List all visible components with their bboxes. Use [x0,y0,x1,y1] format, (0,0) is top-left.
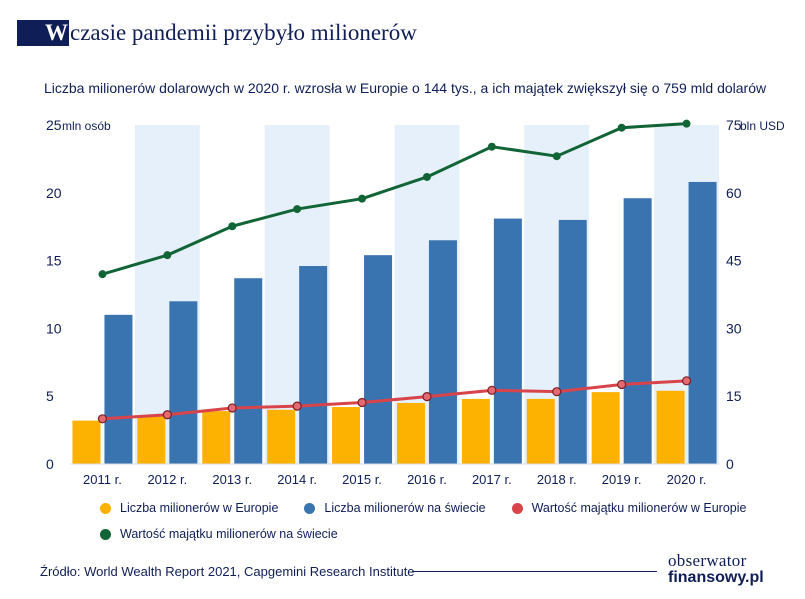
bar-europe-5 [396,402,425,464]
right-tick-label-15: 15 [726,388,742,404]
bar-europe-4 [332,407,361,464]
point-europe-wealth-8 [617,379,627,390]
right-tick-label-30: 30 [726,320,742,336]
legend-label-europe-wealth: Wartość majątku milionerów w Europie [531,501,747,515]
legend-swatch-europe-wealth [511,502,523,514]
bar-europe-3 [267,409,296,464]
bar-world-1 [169,301,198,464]
legend-swatch-world-wealth [100,528,111,540]
bar-europe-6 [461,398,490,464]
bar-europe-8 [591,392,620,464]
bar-world-0 [104,314,133,464]
source-note: Źródło: World Wealth Report 2021, Capgem… [40,564,415,579]
x-tick-label-0: 2011 r. [83,472,122,487]
title-badge: W [17,20,69,46]
bar-world-2 [234,278,263,464]
point-world-wealth-1 [163,251,172,260]
x-tick-label-3: 2014 r. [277,472,317,487]
bar-world-8 [623,198,652,464]
bar-world-4 [364,255,393,464]
bar-europe-1 [137,416,166,464]
point-world-wealth-9 [682,119,691,128]
point-europe-wealth-5 [422,392,432,402]
bar-europe-0 [72,420,101,464]
logo-text-top: obserwator [668,551,747,570]
x-tick-label-5: 2016 r. [407,472,447,487]
point-europe-wealth-3 [292,401,302,411]
left-tick-label-0: 0 [46,456,54,472]
right-tick-label-0: 0 [726,456,734,472]
point-world-wealth-0 [98,270,107,279]
left-tick-label-15: 15 [46,253,62,269]
legend-item-world-wealth: Wartość majątku milionerów na świecie [100,527,338,541]
source-divider [412,571,657,572]
x-tick-label-2: 2013 r. [212,472,252,487]
publisher-logo[interactable]: obserwator finansowy.pl [668,552,778,586]
bar-europe-7 [526,398,555,464]
bar-world-7 [558,219,587,464]
bar-world-6 [493,218,522,464]
chart-subtitle: Liczba milionerów dolarowych w 2020 r. w… [44,80,767,96]
legend-item-world-count: Liczba milionerów na świecie [304,501,486,515]
x-tick-label-9: 2020 r. [667,472,707,487]
legend-row-2: Wartość majątku milionerów na świecie [100,523,740,545]
x-tick-label-7: 2018 r. [537,472,577,487]
left-tick-label-5: 5 [46,388,54,404]
x-tick-label-6: 2017 r. [472,472,512,487]
point-europe-wealth-0 [97,414,108,424]
point-europe-wealth-4 [357,397,367,408]
x-tick-label-4: 2015 r. [342,472,382,487]
line-europe-wealth [102,379,687,421]
point-world-wealth-8 [617,123,626,132]
left-axis-unit: mln osób [62,119,111,133]
legend: Liczba milionerów w Europie Liczba milio… [100,497,746,545]
point-europe-wealth-7 [552,387,562,397]
point-europe-wealth-9 [681,376,692,386]
bar-world-5 [428,240,457,464]
legend-label-world-count: Liczba milionerów na świecie [324,501,486,515]
left-tick-label-25: 25 [46,117,62,133]
legend-swatch-world-count [304,502,316,514]
left-tick-label-20: 20 [46,185,62,201]
point-world-wealth-4 [358,194,367,203]
title-text: czasie pandemii przybyło milionerów [70,20,417,45]
bar-europe-2 [202,411,231,464]
right-axis-unit: bln USD [740,119,785,133]
legend-item-europe-wealth: Wartość majątku milionerów w Europie [511,501,747,515]
right-tick-label-75: 75 [726,117,742,133]
x-tick-label-8: 2019 r. [602,472,642,487]
point-world-wealth-6 [487,142,496,151]
right-tick-label-45: 45 [726,253,742,269]
bar-europe-9 [656,390,685,464]
point-europe-wealth-2 [227,403,237,413]
right-tick-label-60: 60 [726,185,742,201]
x-tick-label-1: 2012 r. [147,472,187,487]
bar-world-9 [688,181,717,464]
point-europe-wealth-6 [487,385,497,395]
chart-title: W czasie pandemii przybyło milionerów [17,20,417,46]
bar-world-3 [299,266,328,464]
left-tick-label-10: 10 [46,320,62,336]
point-world-wealth-5 [422,172,431,181]
legend-item-europe-count: Liczba milionerów w Europie [100,501,278,515]
point-world-wealth-2 [228,222,237,231]
point-world-wealth-3 [293,205,302,214]
legend-label-europe-count: Liczba milionerów w Europie [120,501,279,515]
line-world-wealth [102,122,687,276]
legend-row-1: Liczba milionerów w Europie Liczba milio… [100,497,746,519]
logo-text-bottom: finansowy.pl [668,569,764,586]
point-europe-wealth-1 [162,410,172,420]
point-world-wealth-7 [552,152,561,161]
legend-label-world-wealth: Wartość majątku milionerów na świecie [120,527,338,541]
legend-swatch-europe-count [100,502,111,514]
